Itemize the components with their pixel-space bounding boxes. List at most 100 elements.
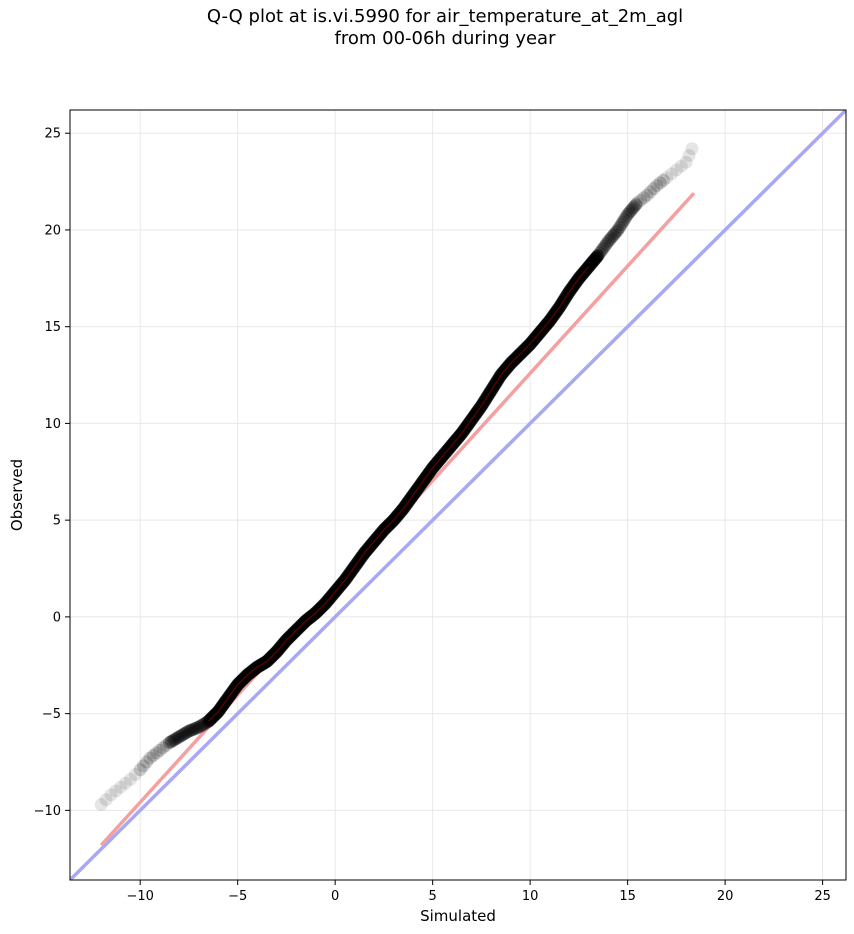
quantile-point xyxy=(114,780,128,794)
quantile-point xyxy=(589,251,603,265)
quantile-point xyxy=(604,231,618,245)
y-tick-label: 0 xyxy=(53,610,61,625)
quantile-point xyxy=(587,253,601,267)
x-tick-label: 15 xyxy=(619,889,636,904)
quantile-point xyxy=(595,244,609,258)
quantile-point xyxy=(172,730,186,744)
quantile-point xyxy=(611,223,625,237)
quantile-point xyxy=(617,213,631,227)
reference-lines xyxy=(70,110,846,880)
y-tick-label: −5 xyxy=(42,707,61,722)
x-tick-label: 10 xyxy=(522,889,539,904)
quantile-point xyxy=(613,220,627,234)
quantile-point xyxy=(166,734,180,748)
x-tick-label: 5 xyxy=(429,889,437,904)
grid-lines xyxy=(70,110,846,880)
quantile-point xyxy=(180,725,194,739)
quantile-point xyxy=(99,793,113,807)
quantile-point xyxy=(656,173,670,187)
quantile-point xyxy=(128,768,142,782)
quantile-point xyxy=(640,188,654,202)
quantile-point xyxy=(630,196,644,210)
quantile-point xyxy=(614,218,628,232)
identity-line xyxy=(70,110,846,880)
quantile-point xyxy=(586,255,600,269)
chart-title-line-2: from 00-06h during year xyxy=(334,28,556,49)
y-tick-label: 15 xyxy=(44,320,61,335)
fit-line xyxy=(99,192,696,847)
quantile-points xyxy=(94,142,699,812)
quantile-point xyxy=(136,759,150,773)
quantile-point xyxy=(190,721,204,735)
quantile-point xyxy=(109,784,123,798)
quantile-point xyxy=(193,719,207,733)
quantile-point xyxy=(679,155,693,169)
quantile-point xyxy=(123,772,137,786)
quantile-point xyxy=(616,215,630,229)
quantile-point xyxy=(585,256,599,270)
quantile-point xyxy=(177,727,191,741)
quantile-point xyxy=(643,185,657,199)
quantile-point xyxy=(627,200,641,214)
quantile-point xyxy=(674,159,688,173)
quantile-point xyxy=(619,210,633,224)
quantile-point xyxy=(608,227,622,241)
quantile-point xyxy=(669,163,683,177)
quantile-point xyxy=(682,148,696,162)
quantile-point xyxy=(624,204,638,218)
quantile-point xyxy=(650,178,664,192)
quantile-point xyxy=(637,191,651,205)
y-tick-label: 5 xyxy=(53,514,61,529)
quantile-point xyxy=(187,722,201,736)
quantile-point xyxy=(179,726,193,740)
quantile-point xyxy=(197,717,211,731)
quantile-point xyxy=(593,246,607,260)
quantile-point xyxy=(660,171,674,185)
x-tick-label: −5 xyxy=(228,889,247,904)
quantile-point xyxy=(591,249,605,263)
quantile-point xyxy=(184,723,198,737)
quantile-point xyxy=(149,746,163,760)
quantile-point xyxy=(175,728,189,742)
x-tick-label: 25 xyxy=(814,889,831,904)
quantile-point xyxy=(162,736,176,750)
quantile-point xyxy=(596,241,610,255)
chart-title-line-1: Q-Q plot at is.vi.5990 for air_temperatu… xyxy=(206,6,684,27)
axis-ticks: −10 −5 0 5 10 15 20 25 −10 −5 0 5 10 15 20 25 xyxy=(34,127,831,904)
quantile-point xyxy=(153,743,167,757)
quantile-point xyxy=(164,735,178,749)
quantile-point xyxy=(167,733,181,747)
quantile-point xyxy=(588,252,602,266)
quantile-point xyxy=(653,176,667,190)
quantile-point xyxy=(591,248,605,262)
x-tick-label: −10 xyxy=(126,889,153,904)
quantile-point xyxy=(146,749,160,763)
quantile-point xyxy=(685,142,699,156)
quantile-point xyxy=(622,206,636,220)
quantile-point xyxy=(140,755,154,769)
quantile-point xyxy=(169,732,183,746)
quantile-trace xyxy=(207,266,590,722)
quantile-point xyxy=(590,250,604,264)
quantile-point xyxy=(156,741,170,755)
quantile-point xyxy=(626,202,640,216)
quantile-point xyxy=(188,721,202,735)
quantile-point xyxy=(629,198,643,212)
quantile-point xyxy=(174,729,188,743)
plot-frame xyxy=(69,109,847,881)
quantile-point xyxy=(600,237,614,251)
quantile-point xyxy=(159,738,173,752)
quantile-point xyxy=(664,167,678,181)
y-tick-label: 20 xyxy=(44,223,61,238)
y-tick-label: −10 xyxy=(34,804,61,819)
y-tick-label: 25 xyxy=(44,127,61,142)
x-tick-label: 0 xyxy=(331,889,339,904)
quantile-point xyxy=(601,235,615,249)
quantile-point xyxy=(606,229,620,243)
x-axis-label: Simulated xyxy=(420,907,496,925)
quantile-point xyxy=(143,751,157,765)
quantile-point xyxy=(621,207,635,221)
quantile-point xyxy=(94,798,108,812)
x-tick-label: 20 xyxy=(717,889,734,904)
